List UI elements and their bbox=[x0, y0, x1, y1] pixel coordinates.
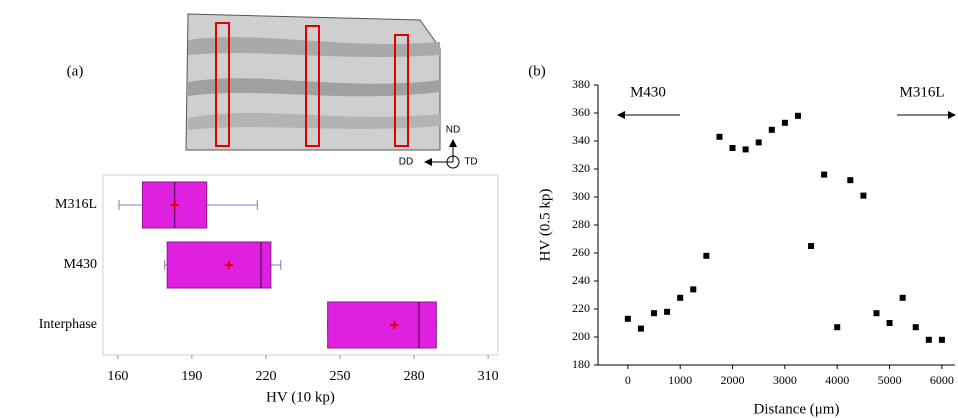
x-tick-label: 2000 bbox=[721, 373, 745, 387]
point bbox=[887, 320, 893, 326]
point bbox=[690, 286, 696, 292]
point bbox=[677, 295, 683, 301]
figure: ND DD TD (a) 160 190 220 250 280 310 HV (10 kp)… bbox=[0, 0, 958, 418]
y-tick-label: 220 bbox=[572, 301, 590, 315]
box bbox=[167, 242, 271, 288]
point bbox=[926, 337, 932, 343]
point bbox=[664, 309, 670, 315]
y-tick-label: 320 bbox=[572, 161, 590, 175]
point bbox=[821, 172, 827, 178]
y-tick-label: 300 bbox=[572, 189, 590, 203]
annotation: M430 bbox=[630, 84, 666, 100]
annotation: M316L bbox=[900, 84, 945, 100]
x-tick-label: 5000 bbox=[878, 373, 902, 387]
y-tick-label: 280 bbox=[572, 217, 590, 231]
y-axis-label: HV (0.5 kp) bbox=[537, 189, 553, 262]
axis-label: DD bbox=[399, 157, 413, 168]
point bbox=[625, 316, 631, 322]
point bbox=[769, 127, 775, 133]
x-tick-label: 250 bbox=[330, 369, 351, 384]
y-tick-label: 360 bbox=[572, 105, 590, 119]
x-tick-label: 4000 bbox=[825, 373, 849, 387]
x-tick-label: 3000 bbox=[773, 373, 797, 387]
x-axis-label: Distance (μm) bbox=[754, 401, 840, 417]
x-tick-label: 0 bbox=[625, 373, 631, 387]
y-tick-label: 380 bbox=[572, 77, 590, 91]
point bbox=[900, 295, 906, 301]
panel-label: (b) bbox=[528, 63, 546, 79]
y-tick-label: 340 bbox=[572, 133, 590, 147]
x-tick-label: 280 bbox=[404, 369, 425, 384]
y-tick-label: Interphase bbox=[39, 317, 97, 332]
x-tick-label: 220 bbox=[255, 369, 276, 384]
y-tick-label: M430 bbox=[64, 257, 97, 272]
point bbox=[939, 337, 945, 343]
point bbox=[703, 253, 709, 259]
y-tick-label: 180 bbox=[572, 357, 590, 371]
x-tick-label: 6000 bbox=[930, 373, 954, 387]
point bbox=[716, 134, 722, 140]
point bbox=[834, 324, 840, 330]
point bbox=[913, 324, 919, 330]
x-tick-label: 190 bbox=[181, 369, 202, 384]
point bbox=[782, 120, 788, 126]
point bbox=[756, 139, 762, 145]
y-tick-label: M316L bbox=[55, 197, 97, 212]
axis-label: TD bbox=[464, 157, 477, 168]
x-tick-label: 1000 bbox=[668, 373, 692, 387]
panel-label: (a) bbox=[67, 63, 84, 79]
point bbox=[873, 310, 879, 316]
point bbox=[638, 326, 644, 332]
point bbox=[730, 145, 736, 151]
y-tick-label: 240 bbox=[572, 273, 590, 287]
y-tick-label: 260 bbox=[572, 245, 590, 259]
point bbox=[743, 146, 749, 152]
x-tick-label: 160 bbox=[107, 369, 128, 384]
micrograph bbox=[186, 14, 440, 150]
point bbox=[808, 243, 814, 249]
y-tick-label: 200 bbox=[572, 329, 590, 343]
axis-label: ND bbox=[446, 125, 460, 136]
point bbox=[860, 193, 866, 199]
point bbox=[651, 310, 657, 316]
x-tick-label: 310 bbox=[478, 369, 499, 384]
x-axis-label: HV (10 kp) bbox=[266, 389, 335, 405]
point bbox=[847, 177, 853, 183]
box bbox=[328, 302, 437, 348]
point bbox=[795, 113, 801, 119]
